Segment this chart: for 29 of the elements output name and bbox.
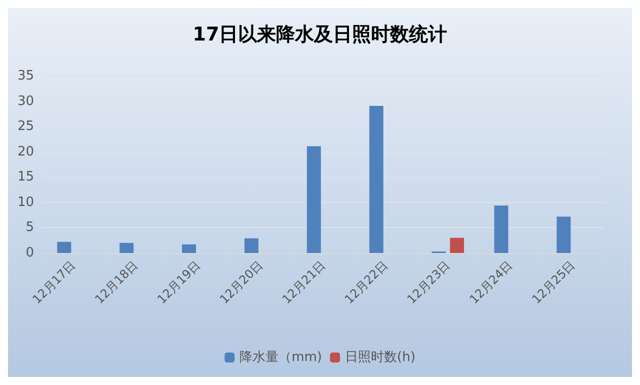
bar (120, 242, 134, 253)
bar (556, 216, 571, 253)
x-tick-label: 12月18日 (92, 258, 141, 306)
legend-label: 日照时数(h) (345, 350, 416, 365)
x-tick-label: 12月17日 (30, 258, 78, 306)
legend-label: 降水量（mm) (240, 350, 322, 365)
bar (494, 205, 508, 253)
bar (450, 238, 464, 253)
y-tick-label: 5 (26, 220, 34, 236)
y-tick-label: 20 (17, 144, 34, 160)
x-tick-label: 12月21日 (280, 258, 328, 306)
bar (182, 244, 196, 253)
y-tick-label: 25 (17, 119, 34, 134)
x-tick-label: 12月20日 (217, 258, 266, 306)
y-tick-label: 0 (26, 246, 34, 260)
x-tick-label: 12月19日 (154, 258, 204, 306)
y-tick-label: 30 (17, 94, 34, 109)
x-tick-label: 12月24日 (466, 258, 516, 306)
y-tick-label: 15 (17, 170, 34, 185)
x-tick-label: 12月22日 (342, 258, 390, 306)
x-tick-label: 12月23日 (404, 258, 453, 306)
bar (306, 146, 321, 253)
chart-title: 17日以来降水及日照时数统计 (192, 24, 448, 46)
bar (369, 106, 384, 253)
bar (244, 238, 258, 253)
x-tick-label: 12月25日 (529, 258, 578, 306)
bar (57, 242, 72, 253)
y-tick-label: 35 (17, 68, 34, 84)
y-tick-label: 10 (17, 194, 34, 210)
